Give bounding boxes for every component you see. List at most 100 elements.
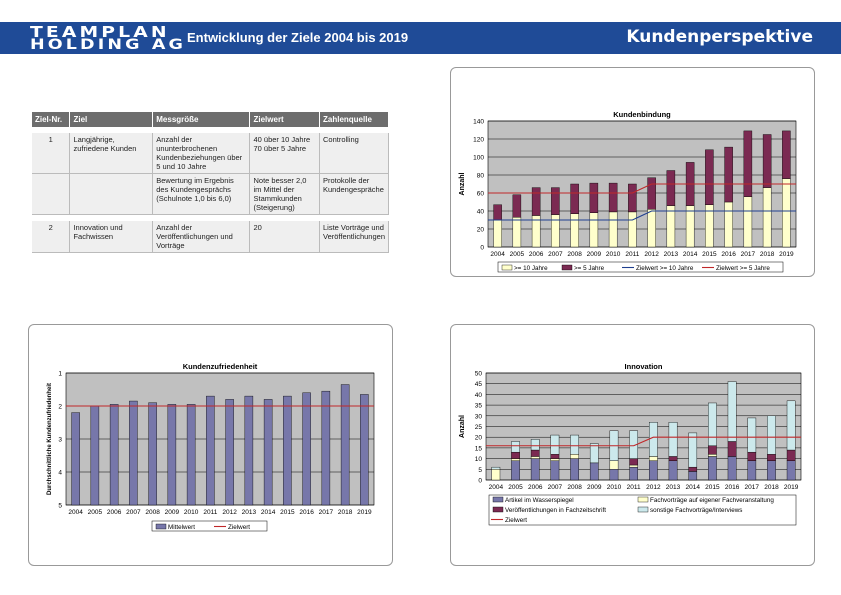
bar-fachvortr-ge-auf-eigener-fachveranstaltung <box>491 469 501 481</box>
x-tick-label: 2016 <box>721 251 736 258</box>
bar-sonstige-fachvortr-ge-interviews <box>511 441 520 453</box>
bar-sonstige-fachvortr-ge-interviews <box>570 434 579 455</box>
page-subtitle: Entwicklung der Ziele 2004 bis 2019 <box>187 30 409 45</box>
table-row: 1 Langjährige, zufriedene Kunden Anzahl … <box>32 133 389 174</box>
bar-artikel-im-wasserspiegel <box>629 466 638 481</box>
table-cell-ziel: Langjährige, zufriedene Kunden <box>69 133 154 174</box>
bar-sonstige-fachvortr-ge-interviews <box>708 402 717 446</box>
bar-ver-ffentlichungen-in-fachzeitschrift <box>629 458 638 466</box>
bar--10-jahre <box>512 217 522 248</box>
chart-title: Kundenzufriedenheit <box>183 362 258 371</box>
legend-swatch <box>492 496 504 503</box>
bar-sonstige-fachvortr-ge-interviews <box>649 422 658 457</box>
bar--10-jahre <box>647 208 656 248</box>
bar--5-jahre <box>724 146 733 203</box>
x-tick-label: 2008 <box>567 251 582 258</box>
x-tick-label: 2012 <box>646 484 661 491</box>
bar-ver-ffentlichungen-in-fachzeitschrift <box>727 441 737 457</box>
x-tick-label: 2004 <box>68 509 83 516</box>
bar--10-jahre <box>743 196 753 248</box>
table-cell-zielwert: 20 <box>249 221 320 253</box>
x-tick-label: 2014 <box>685 484 700 491</box>
bar-mittelwert <box>244 395 254 506</box>
legend-label: Zielwert <box>228 524 250 531</box>
legend-label: Zielwert >= 5 Jahre <box>716 265 770 272</box>
legend-label: Mittelwert <box>168 524 195 531</box>
bar--10-jahre <box>685 205 695 248</box>
y-tick-label: 80 <box>477 173 485 180</box>
x-tick-label: 2017 <box>319 509 334 516</box>
table-cell-zahlenquelle: Controlling <box>319 133 389 174</box>
table-header-cell: Zahlenquelle <box>319 112 389 127</box>
bar-sonstige-fachvortr-ge-interviews <box>530 439 540 451</box>
legend-label: Zielwert <box>505 517 527 524</box>
bar--5-jahre <box>570 183 579 214</box>
chart-kundenzufriedenheit: Kundenzufriedenheit 1 2 3 4 5 Durchschnittlich… <box>47 362 375 532</box>
bar--10-jahre <box>493 219 502 248</box>
y-tick-label: 5 <box>478 467 482 474</box>
table-cell-zielwert: Note besser 2,0 im Mittel der Stammkunde… <box>249 173 320 215</box>
y-axis-label: Anzahl <box>459 172 466 195</box>
x-tick-label: 2018 <box>760 251 775 258</box>
x-tick-label: 2011 <box>627 484 641 491</box>
x-tick-label: 2018 <box>764 484 779 491</box>
x-tick-label: 2010 <box>184 509 199 516</box>
x-tick-label: 2005 <box>510 251 525 258</box>
company-logo-subline: HOLDING AG <box>30 37 186 53</box>
table-header-cell: Messgröße <box>152 112 251 127</box>
x-tick-label: 2015 <box>702 251 717 258</box>
chart-innovation: Innovation 0 5 10 15 20 25 30 35 40 45 50 Anzahl 2004… <box>459 362 802 526</box>
bar--10-jahre <box>724 201 733 248</box>
x-tick-label: 2012 <box>222 509 237 516</box>
table-cell-nr: 1 <box>32 133 71 174</box>
legend-swatch <box>561 264 573 271</box>
x-tick-label: 2009 <box>165 509 180 516</box>
bar--5-jahre <box>589 182 599 213</box>
bar-artikel-im-wasserspiegel <box>688 471 698 481</box>
bar-fachvortr-ge-auf-eigener-fachveranstaltung <box>511 458 520 461</box>
y-tick-label: 20 <box>475 435 483 442</box>
y-tick-label: 1 <box>58 371 62 378</box>
x-tick-label: 2008 <box>567 484 582 491</box>
y-tick-label: 50 <box>475 371 483 378</box>
x-tick-label: 2013 <box>242 509 257 516</box>
bar-sonstige-fachvortr-ge-interviews <box>550 434 560 455</box>
bar-sonstige-fachvortr-ge-interviews <box>727 381 737 442</box>
bar-sonstige-fachvortr-ge-interviews <box>491 466 501 470</box>
bar-sonstige-fachvortr-ge-interviews <box>786 400 796 451</box>
x-tick-label: 2004 <box>489 484 504 491</box>
bar-artikel-im-wasserspiegel <box>668 460 678 481</box>
header-bar: TEAMPLAN HOLDING AG Entwicklung der Ziel… <box>0 22 841 54</box>
y-axis-label: Durchschnittliche Kundenzufriedenheit <box>47 383 53 495</box>
bar-artikel-im-wasserspiegel <box>550 460 560 481</box>
x-tick-label: 2019 <box>779 251 794 258</box>
legend-box <box>497 261 784 273</box>
bar--5-jahre <box>762 134 772 188</box>
bar-sonstige-fachvortr-ge-interviews <box>589 443 599 464</box>
x-tick-label: 2011 <box>203 509 217 516</box>
bar-mittelwert <box>263 399 273 506</box>
table-cell-zahlenquelle: Liste Vorträge und Veröffentlichungen <box>319 221 389 253</box>
y-tick-label: 35 <box>475 403 483 410</box>
bar-mittelwert <box>302 392 311 506</box>
bar-sonstige-fachvortr-ge-interviews <box>668 422 678 457</box>
y-tick-label: 30 <box>475 413 483 420</box>
x-tick-label: 2014 <box>683 251 698 258</box>
series-line <box>488 183 796 194</box>
goals-table: Ziel-Nr. Ziel Messgröße Zielwert Zahlenq… <box>32 112 389 253</box>
table-header-row: Ziel-Nr. Ziel Messgröße Zielwert Zahlenq… <box>32 112 389 127</box>
bar-fachvortr-ge-auf-eigener-fachveranstaltung <box>550 458 560 461</box>
bar-ver-ffentlichungen-in-fachzeitschrift <box>688 466 698 472</box>
bar--10-jahre <box>762 187 772 248</box>
bar--5-jahre <box>705 149 714 205</box>
legend-label: sonstige Fachvorträge/Interviews <box>650 507 742 514</box>
table-header-cell: Zielwert <box>249 112 320 127</box>
bar-artikel-im-wasserspiegel <box>530 458 540 481</box>
x-tick-label: 2004 <box>490 251 505 258</box>
bar-sonstige-fachvortr-ge-interviews <box>629 430 638 459</box>
chart-title: Kundenbindung <box>613 110 671 119</box>
bar--5-jahre <box>743 130 753 197</box>
y-tick-label: 2 <box>58 404 62 411</box>
table-cell-messgroesse: Bewertung im Ergebnis des Kundengespräch… <box>152 173 251 215</box>
legend-swatch <box>492 506 504 513</box>
